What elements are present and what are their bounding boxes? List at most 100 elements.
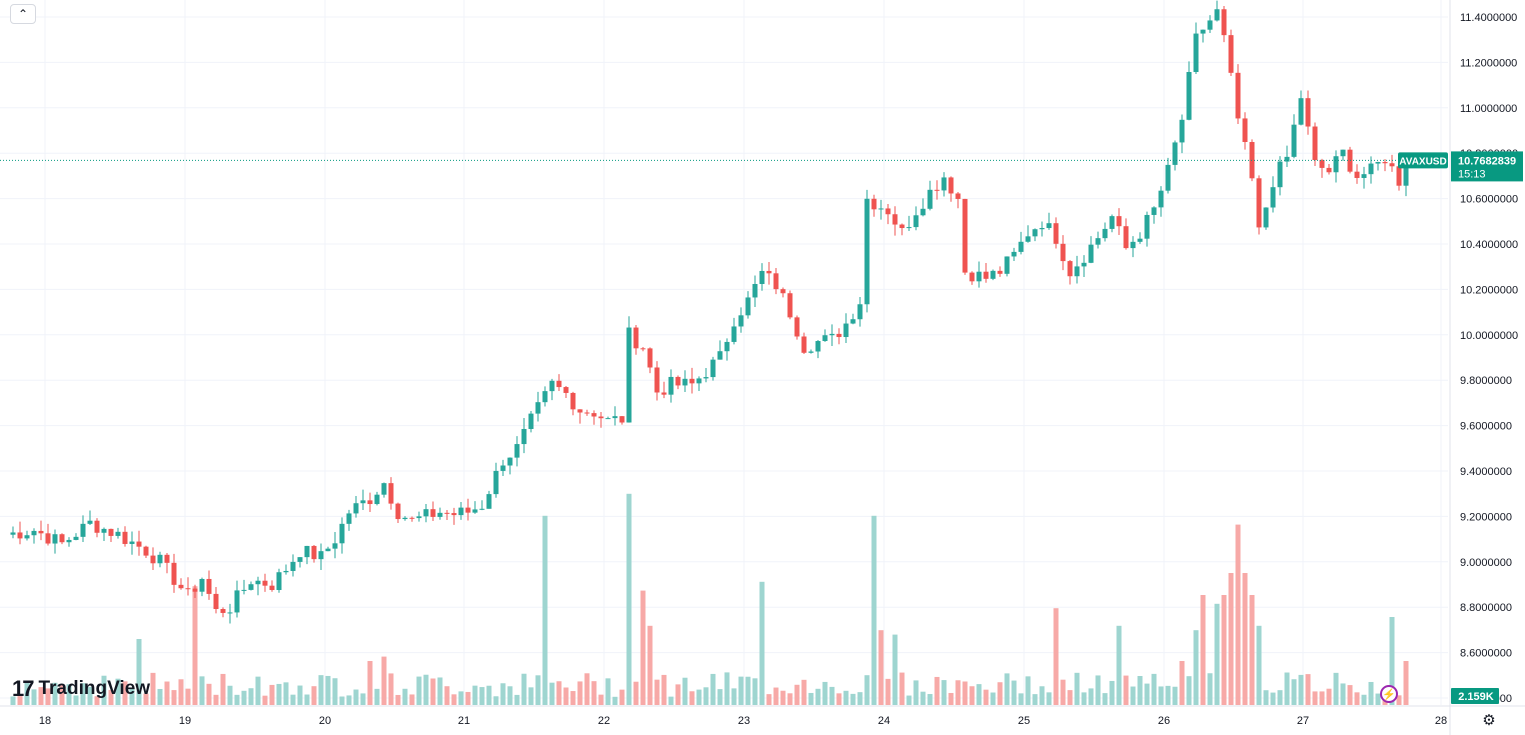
- candle-body: [633, 327, 639, 349]
- volume-bar: [66, 684, 72, 705]
- candle-body: [710, 359, 716, 378]
- last-price-label: 10.7682839: [1458, 155, 1516, 167]
- candle-body: [52, 534, 58, 544]
- candle-body: [80, 523, 86, 537]
- volume-bar: [80, 683, 86, 705]
- volume-bar: [1053, 608, 1059, 705]
- candle-body: [892, 214, 898, 225]
- candle-body: [31, 530, 37, 536]
- candle-body: [360, 500, 366, 504]
- volume-bar: [1074, 672, 1080, 705]
- candle-body: [1109, 216, 1115, 229]
- tradingview-logo-text: TradingView: [38, 678, 151, 699]
- volume-bar: [619, 689, 625, 705]
- volume-bar: [752, 678, 758, 705]
- volume-bar: [955, 680, 961, 705]
- volume-bar: [738, 676, 744, 705]
- candle-body: [178, 584, 184, 589]
- candle-body: [626, 327, 632, 423]
- volume-bar: [1158, 686, 1164, 705]
- volume-bar: [1109, 680, 1115, 705]
- volume-bar: [1004, 673, 1010, 705]
- volume-bar: [1032, 694, 1038, 705]
- volume-bar: [430, 678, 436, 705]
- candle-body: [780, 289, 786, 294]
- volume-bar: [808, 692, 814, 705]
- volume-bar: [1312, 691, 1318, 705]
- candle-body: [318, 551, 324, 560]
- volume-bar: [1305, 674, 1311, 705]
- candle-body: [934, 189, 940, 191]
- volume-bar: [129, 687, 135, 705]
- candle-body: [1200, 29, 1206, 34]
- time-tick-label: 20: [319, 715, 331, 727]
- candle-body: [787, 293, 793, 318]
- candle-body: [1403, 160, 1409, 186]
- volume-bar: [1144, 683, 1150, 705]
- volume-bar: [731, 688, 737, 705]
- candle-body: [1053, 223, 1059, 244]
- volume-bar: [192, 586, 198, 705]
- volume-bar: [276, 683, 282, 705]
- volume-bar: [255, 676, 261, 705]
- volume-bar: [598, 694, 604, 705]
- volume-bar: [871, 515, 877, 705]
- volume-bar: [17, 696, 23, 705]
- price-tick-label: 9.4000000: [1460, 466, 1512, 478]
- candle-body: [1039, 228, 1045, 230]
- candle-body: [325, 548, 331, 552]
- volume-bar: [220, 673, 226, 705]
- lightning-icon[interactable]: ⚡: [1380, 685, 1398, 703]
- price-tick-label: 11.4000000: [1460, 12, 1517, 24]
- candle-body: [1340, 149, 1346, 157]
- gear-icon[interactable]: ⚙: [1482, 712, 1496, 729]
- volume-bar: [269, 684, 275, 705]
- volume-bar: [983, 689, 989, 705]
- collapse-button[interactable]: ⌃: [10, 4, 36, 24]
- volume-bar: [1242, 573, 1248, 705]
- candle-body: [486, 494, 492, 509]
- volume-bar: [1284, 672, 1290, 705]
- time-axis[interactable]: 18 19 20 21 22 23 24 25 26 27 28: [0, 705, 1525, 727]
- candle-body: [899, 224, 905, 229]
- volume-bar: [1018, 693, 1024, 705]
- candle-body: [220, 609, 226, 613]
- candle-body: [206, 578, 212, 594]
- candle-body: [675, 376, 681, 386]
- candle-body: [262, 580, 268, 586]
- candle-body: [661, 392, 667, 395]
- volume-bar: [696, 689, 702, 705]
- tradingview-logo[interactable]: 17 TradingView: [12, 676, 150, 702]
- volume-bar: [1130, 686, 1136, 705]
- volume-bar: [1165, 685, 1171, 705]
- candle-body: [1389, 163, 1395, 167]
- volume-bar: [1179, 661, 1185, 705]
- time-tick-label: 19: [179, 715, 191, 727]
- candle-body: [815, 341, 821, 352]
- volume-bar: [822, 681, 828, 705]
- candle-body: [199, 578, 205, 592]
- volume-bar: [766, 694, 772, 705]
- volume-bar: [654, 679, 660, 705]
- volume-bar: [346, 695, 352, 705]
- volume-bar: [815, 688, 821, 705]
- volume-bar: [458, 691, 464, 705]
- candle-body: [857, 304, 863, 320]
- candle-body: [416, 516, 422, 519]
- candle-body: [955, 193, 961, 199]
- candle-body: [1382, 162, 1388, 164]
- candle-body: [773, 273, 779, 290]
- volume-bar: [388, 673, 394, 705]
- price-axis[interactable]: 11.400000011.200000011.000000010.8000000…: [1449, 0, 1518, 735]
- candle-body: [997, 270, 1003, 274]
- volume-bar: [1060, 679, 1066, 705]
- volume-bar: [472, 685, 478, 705]
- candle-body: [1312, 126, 1318, 161]
- candle-body: [976, 271, 982, 282]
- candle-body: [164, 554, 170, 563]
- candle-body: [1130, 241, 1136, 249]
- time-tick-label: 18: [39, 715, 51, 727]
- candle-body: [913, 215, 919, 228]
